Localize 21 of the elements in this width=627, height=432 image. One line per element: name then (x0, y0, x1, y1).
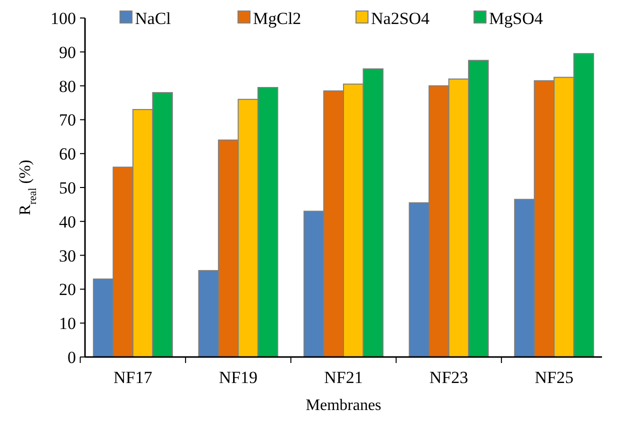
y-tick-label: 30 (59, 246, 76, 266)
y-tick-label: 10 (59, 314, 76, 334)
x-tick-label: NF19 (218, 368, 258, 387)
y-tick-label: 0 (68, 348, 76, 367)
legend-label: NaCl (135, 8, 172, 28)
y-tick-label: 20 (59, 280, 76, 300)
y-tick-label: 80 (59, 76, 76, 96)
y-tick-label: 50 (59, 178, 76, 198)
x-tick-label: NF17 (114, 368, 153, 387)
legend-label: Na2SO4 (371, 8, 430, 28)
y-tick-label: 60 (59, 144, 76, 164)
x-tick-label: NF25 (534, 368, 574, 387)
y-tick-label: 70 (59, 110, 76, 130)
x-tick-label: NF23 (429, 368, 468, 387)
x-tick-label: NF21 (324, 368, 363, 387)
y-tick-label: 90 (59, 42, 76, 62)
y-tick-label: 100 (50, 8, 76, 28)
y-tick-label: 40 (59, 212, 76, 232)
x-axis-title: Membranes (306, 397, 382, 414)
legend-label: MgSO4 (489, 8, 544, 28)
legend-label: MgCl2 (253, 8, 302, 28)
